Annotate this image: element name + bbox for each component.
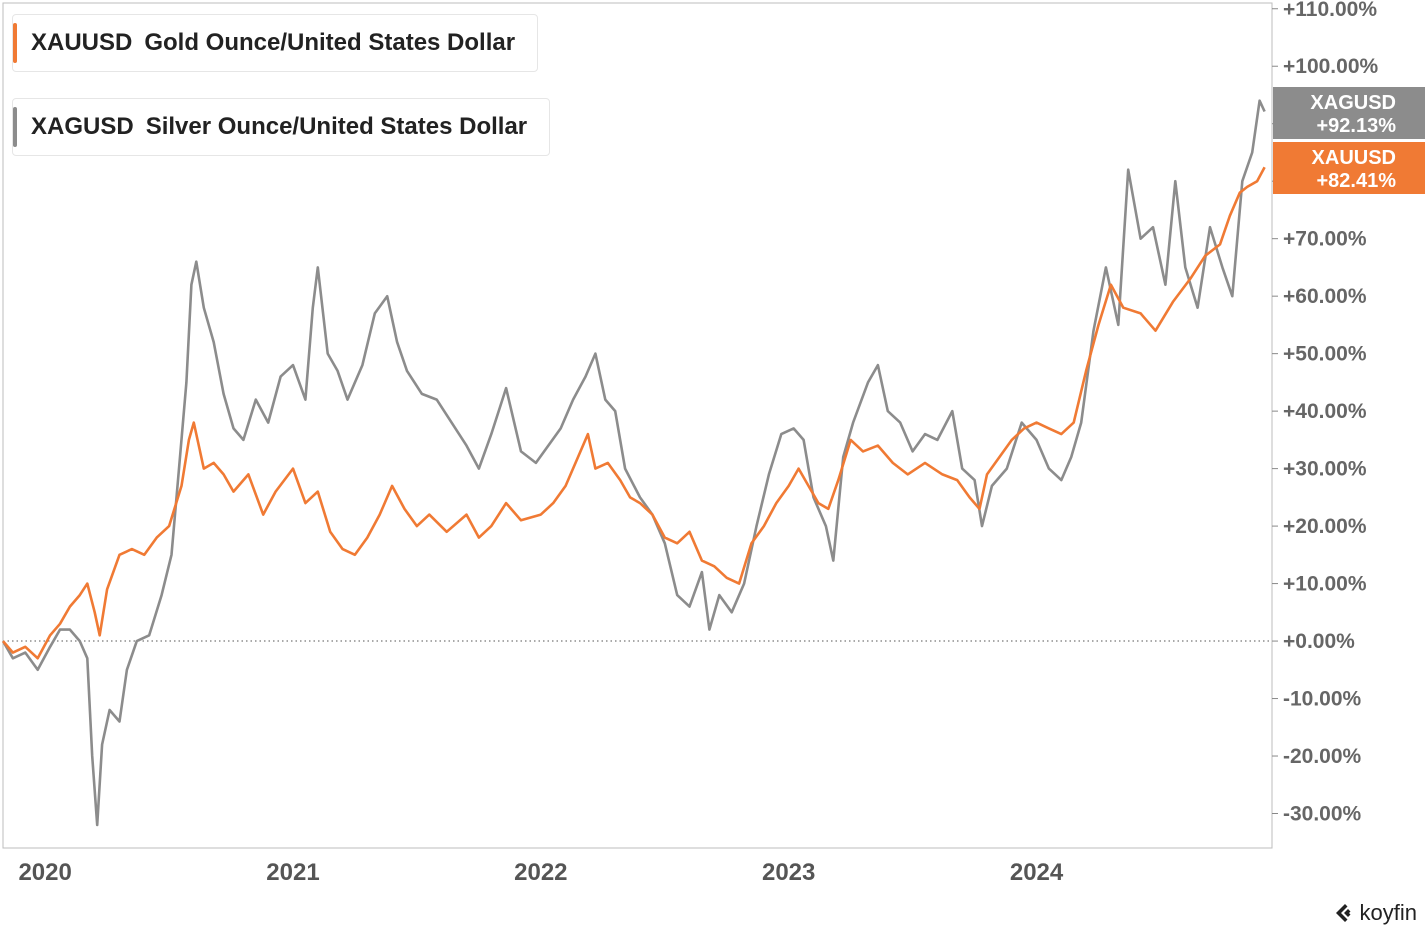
legend-item-gold[interactable]: XAUUSD Gold Ounce/United States Dollar <box>12 14 539 72</box>
x-tick-label: 2024 <box>1010 859 1064 886</box>
last-value-badge-xagusd: XAGUSD+92.13% <box>1273 87 1425 139</box>
badge-value: +82.41% <box>1316 170 1396 192</box>
legend-item-silver[interactable]: XAGUSD Silver Ounce/United States Dollar <box>12 98 551 156</box>
plot-area-frame <box>2 2 1273 849</box>
badge-symbol: XAGUSD <box>1310 92 1396 114</box>
x-tick-label: 2021 <box>266 859 319 886</box>
y-tick-label: +10.00% <box>1283 573 1367 596</box>
badge-background <box>1273 87 1425 139</box>
x-tick-label: 2023 <box>762 859 815 886</box>
y-tick-label: +110.00% <box>1283 0 1377 21</box>
y-tick-label: +100.00% <box>1283 55 1378 78</box>
y-tick-label: +0.00% <box>1283 630 1355 653</box>
y-tick-label: -20.00% <box>1283 745 1362 768</box>
legend-silver-name: Silver Ounce/United States Dollar <box>145 113 528 140</box>
koyfin-logo-icon <box>1335 904 1351 922</box>
x-tick-label: 2022 <box>514 859 567 886</box>
silver-series-swatch <box>13 107 17 147</box>
y-tick-label: +50.00% <box>1283 343 1367 366</box>
series-line-xauusd <box>2 166 1266 660</box>
y-tick-label: -30.00% <box>1283 803 1362 826</box>
last-value-badge-xauusd: XAUUSD+82.41% <box>1273 142 1425 194</box>
x-tick-label: 2020 <box>18 859 71 886</box>
badge-symbol: XAUUSD <box>1312 147 1396 169</box>
y-tick-label: +60.00% <box>1283 285 1367 308</box>
y-tick-label: +40.00% <box>1283 400 1367 423</box>
y-tick-label: +70.00% <box>1283 228 1367 251</box>
legend-gold-name: Gold Ounce/United States Dollar <box>144 29 516 56</box>
y-tick-label: +30.00% <box>1283 458 1367 481</box>
koyfin-brand[interactable]: koyfin <box>1334 900 1417 926</box>
badge-value: +92.13% <box>1316 115 1396 137</box>
y-tick-label: -10.00% <box>1283 688 1362 711</box>
legend-silver-symbol: XAGUSD <box>31 113 134 140</box>
brand-name: koyfin <box>1359 900 1417 925</box>
gold-series-swatch <box>13 23 17 63</box>
badge-background <box>1273 142 1425 194</box>
legend-gold-symbol: XAUUSD <box>31 29 133 56</box>
y-tick-label: +20.00% <box>1283 515 1367 538</box>
series-line-xagusd <box>1 99 1266 827</box>
